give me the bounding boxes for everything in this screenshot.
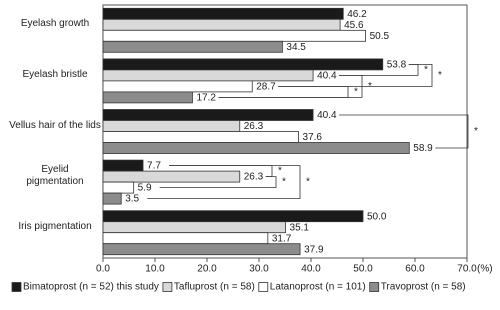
bar	[102, 181, 135, 194]
x-tick-label: 30.0	[249, 264, 269, 275]
value-label: 26.3	[244, 121, 264, 132]
category-label: Eyelid pigmentation	[26, 164, 84, 188]
value-label: 34.5	[286, 42, 306, 53]
legend-swatch	[11, 282, 22, 292]
legend-label: Bimatoprost (n = 52) this study	[23, 282, 159, 293]
bar	[102, 69, 314, 82]
bar	[102, 120, 241, 132]
bar	[102, 159, 144, 172]
value-label: 31.7	[272, 233, 292, 244]
annotation: *	[438, 70, 442, 81]
annotation: *	[278, 166, 282, 177]
bar	[102, 40, 283, 53]
annotation: *	[368, 81, 372, 92]
bar	[102, 232, 269, 245]
category-label: Vellus hair of the lids	[9, 119, 101, 131]
annotation: *	[424, 65, 428, 76]
x-tick-label: 40.0	[301, 264, 321, 275]
value-label: 28.7	[256, 82, 276, 93]
bar	[102, 7, 344, 20]
value-label: 40.4	[317, 110, 337, 121]
value-label: 3.5	[125, 194, 139, 205]
value-label: 26.3	[244, 172, 264, 183]
value-label: 50.0	[367, 211, 387, 222]
x-tick-label: 0.0	[96, 264, 110, 275]
bar	[102, 170, 241, 183]
annotation: *	[474, 126, 478, 137]
bracket	[339, 114, 469, 149]
annotation: *	[354, 87, 358, 98]
bar	[102, 58, 384, 71]
value-label: 58.9	[413, 143, 433, 154]
value-label: 7.7	[147, 161, 161, 172]
value-label: 46.2	[347, 9, 367, 20]
bar	[102, 243, 301, 256]
bracket	[147, 165, 301, 199]
bar	[102, 91, 193, 104]
x-tick-label: 20.0	[197, 264, 217, 275]
value-label: 50.5	[370, 31, 390, 42]
x-tick-label: 10.0	[145, 264, 165, 275]
value-label: 17.2	[196, 93, 216, 104]
bracket	[278, 64, 433, 87]
value-label: 53.8	[387, 60, 407, 71]
bar	[102, 192, 122, 205]
bar	[102, 210, 364, 223]
bar	[102, 109, 314, 121]
value-label: 35.1	[290, 222, 310, 233]
value-label: 37.6	[303, 132, 323, 143]
value-label: 40.4	[317, 71, 337, 82]
category-label: Eyelash bristle	[22, 68, 88, 80]
category-label: Eyelash growth	[20, 18, 90, 30]
annotation: *	[282, 177, 286, 188]
x-tick-label: 70.0	[457, 264, 477, 275]
category-label: Iris pigmentation	[18, 220, 92, 232]
bar	[102, 142, 410, 154]
value-label: 45.6	[344, 20, 364, 31]
x-tick-label: 60.0	[405, 264, 425, 275]
legend-label: Travoprost (n = 58)	[381, 282, 466, 293]
legend-label: Tafluprost (n = 58)	[174, 282, 255, 293]
bar	[102, 131, 299, 143]
annotation: *	[306, 177, 310, 188]
x-tick-label: 50.0	[353, 264, 373, 275]
bar	[102, 80, 253, 93]
legend-swatch	[369, 282, 380, 292]
x-unit: (%)	[477, 264, 493, 275]
legend-swatch	[258, 282, 269, 292]
bar	[102, 221, 286, 234]
value-label: 37.9	[304, 244, 324, 255]
bar	[102, 29, 367, 42]
legend-swatch	[162, 282, 173, 292]
bracket	[218, 75, 363, 98]
value-label: 5.9	[138, 183, 152, 194]
bar	[102, 18, 341, 31]
legend-label: Latanoprost (n = 101)	[270, 282, 366, 293]
bracket	[159, 176, 277, 188]
